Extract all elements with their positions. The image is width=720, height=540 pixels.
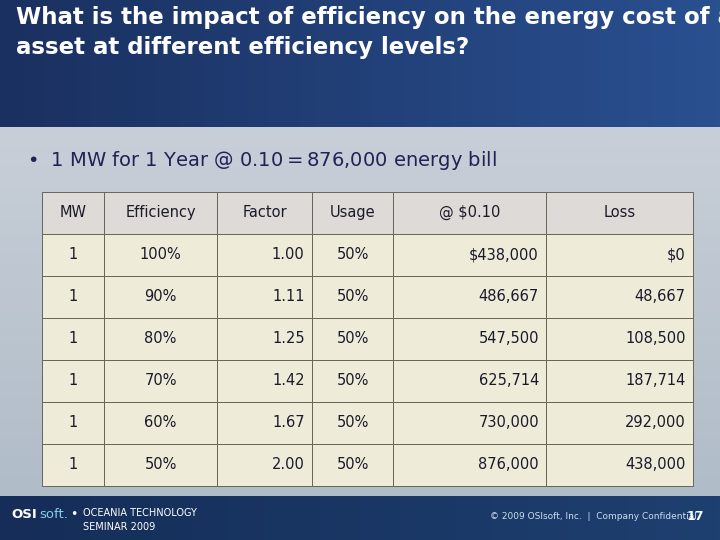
Text: OSI: OSI	[12, 508, 37, 521]
Text: 1: 1	[68, 457, 77, 472]
Text: OCEANIA TECHNOLOGY
SEMINAR 2009: OCEANIA TECHNOLOGY SEMINAR 2009	[83, 508, 197, 532]
Text: •: •	[71, 508, 78, 521]
Text: © 2009 OSIsoft, Inc.  |  Company Confidential: © 2009 OSIsoft, Inc. | Company Confident…	[490, 512, 696, 522]
Text: 70%: 70%	[144, 373, 177, 388]
Text: 50%: 50%	[336, 332, 369, 346]
Text: 1: 1	[68, 332, 77, 346]
Text: $0: $0	[667, 247, 685, 262]
Text: 438,000: 438,000	[625, 457, 685, 472]
Text: 486,667: 486,667	[479, 289, 539, 305]
Text: 100%: 100%	[140, 247, 181, 262]
Text: 292,000: 292,000	[625, 415, 685, 430]
Text: 50%: 50%	[336, 457, 369, 472]
Text: Factor: Factor	[243, 205, 287, 220]
Text: 80%: 80%	[144, 332, 176, 346]
Text: 1.42: 1.42	[272, 373, 305, 388]
Text: 50%: 50%	[336, 289, 369, 305]
Text: 108,500: 108,500	[625, 332, 685, 346]
Text: 50%: 50%	[336, 415, 369, 430]
Text: @ $0.10: @ $0.10	[439, 205, 500, 220]
Text: soft.: soft.	[39, 508, 68, 521]
Text: 50%: 50%	[336, 247, 369, 262]
Text: 48,667: 48,667	[634, 289, 685, 305]
Text: 547,500: 547,500	[479, 332, 539, 346]
Text: •  1 MW for 1 Year @ $0.10 = $876,000 energy bill: • 1 MW for 1 Year @ $0.10 = $876,000 ene…	[27, 148, 497, 172]
Text: 1.00: 1.00	[272, 247, 305, 262]
Text: 187,714: 187,714	[625, 373, 685, 388]
Text: Efficiency: Efficiency	[125, 205, 196, 220]
Text: 1.25: 1.25	[272, 332, 305, 346]
Text: 90%: 90%	[144, 289, 176, 305]
Text: 60%: 60%	[144, 415, 176, 430]
Text: 1: 1	[68, 373, 77, 388]
Text: 730,000: 730,000	[478, 415, 539, 430]
Text: 1.67: 1.67	[272, 415, 305, 430]
Text: What is the impact of efficiency on the energy cost of an
asset at different eff: What is the impact of efficiency on the …	[16, 6, 720, 59]
Text: 625,714: 625,714	[479, 373, 539, 388]
Text: Usage: Usage	[330, 205, 375, 220]
Text: 1: 1	[68, 415, 77, 430]
Text: 50%: 50%	[144, 457, 176, 472]
Text: 17: 17	[687, 510, 704, 523]
Text: 1: 1	[68, 247, 77, 262]
Text: 1: 1	[68, 289, 77, 305]
Text: Loss: Loss	[603, 205, 636, 220]
Text: 876,000: 876,000	[478, 457, 539, 472]
Text: 1.11: 1.11	[272, 289, 305, 305]
Text: $438,000: $438,000	[469, 247, 539, 262]
Text: MW: MW	[59, 205, 86, 220]
Text: 2.00: 2.00	[272, 457, 305, 472]
Text: 50%: 50%	[336, 373, 369, 388]
